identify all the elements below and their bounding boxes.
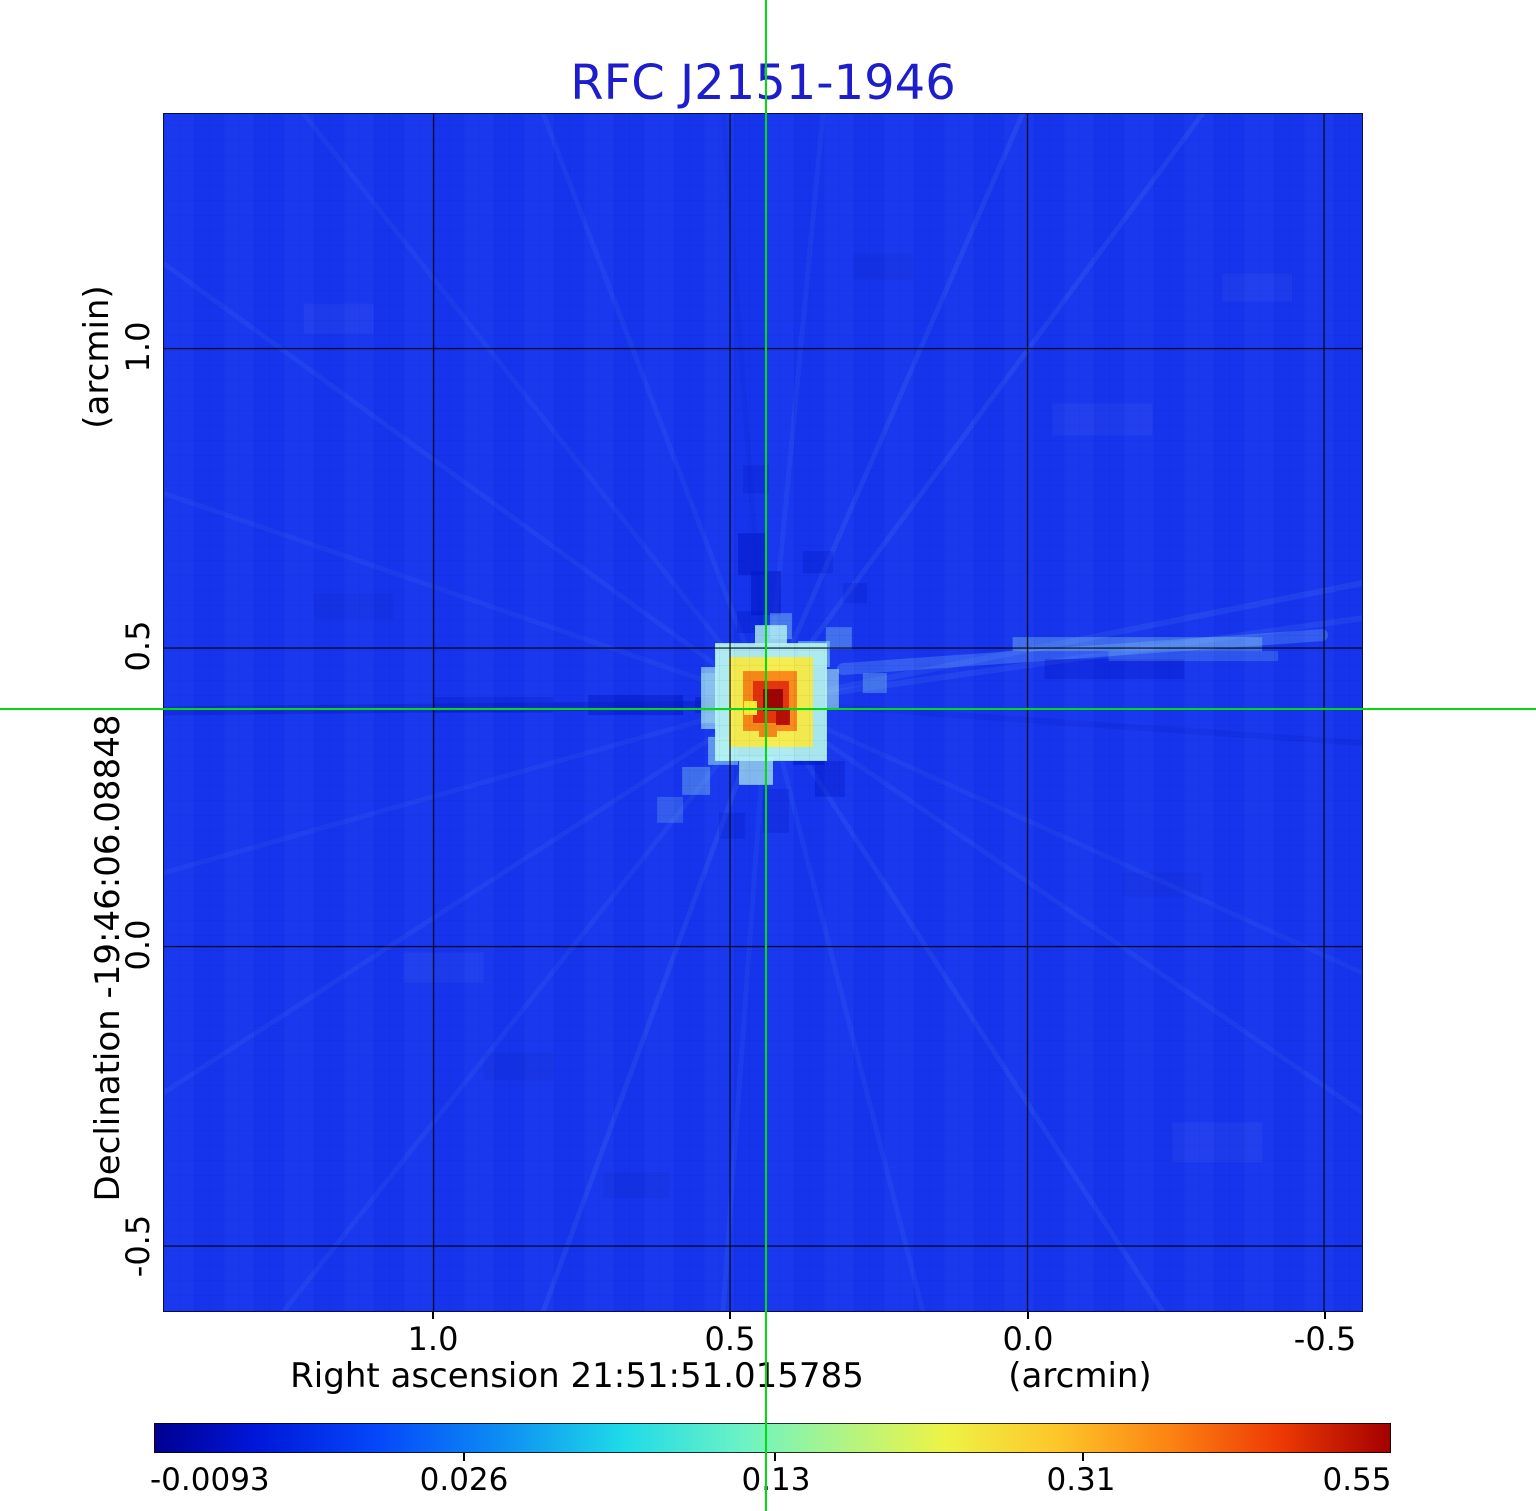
colorbar-tickmark — [1082, 1453, 1084, 1461]
y-tick-label: -0.5 — [119, 1214, 157, 1278]
colorbar-label: -0.0093 — [150, 1462, 270, 1498]
y-tick-label: 1.0 — [119, 321, 157, 373]
x-axis-unit: (arcmin) — [1008, 1356, 1152, 1396]
x-tickmark — [1027, 1312, 1029, 1319]
x-tick-label: -0.5 — [1293, 1320, 1357, 1358]
x-tickmark — [729, 1312, 731, 1319]
x-tickmark — [1324, 1312, 1326, 1319]
colorbar-tickmark — [774, 1453, 776, 1461]
y-axis-label: Declination -19:46:06.08848 — [88, 714, 128, 1202]
colorbar — [154, 1423, 1391, 1453]
y-tick-label: 0.5 — [119, 620, 157, 672]
grid-lines — [164, 114, 1362, 1311]
colorbar-tickmark — [463, 1453, 465, 1461]
crosshair-horizontal-line — [0, 708, 1536, 710]
x-tickmark — [432, 1312, 434, 1319]
sky-map-panel — [163, 113, 1363, 1312]
colorbar-label: 0.026 — [419, 1462, 509, 1498]
noise-blobs — [303, 253, 1293, 1199]
colorbar-label: 0.31 — [1046, 1462, 1116, 1498]
x-axis-label: Right ascension 21:51:51.015785 — [290, 1356, 864, 1396]
sky-map-image — [164, 114, 1362, 1311]
page-title: RFC J2151-1946 — [570, 55, 956, 111]
crosshair-vertical-line — [765, 0, 767, 1511]
x-tick-label: 1.0 — [407, 1320, 459, 1358]
x-tick-label: 0.0 — [1002, 1320, 1054, 1358]
x-tick-label: 0.5 — [704, 1320, 756, 1358]
y-axis-unit: (arcmin) — [77, 285, 117, 429]
source-core — [701, 625, 839, 785]
colorbar-label: 0.13 — [741, 1462, 811, 1498]
colorbar-label: 0.55 — [1322, 1462, 1392, 1498]
